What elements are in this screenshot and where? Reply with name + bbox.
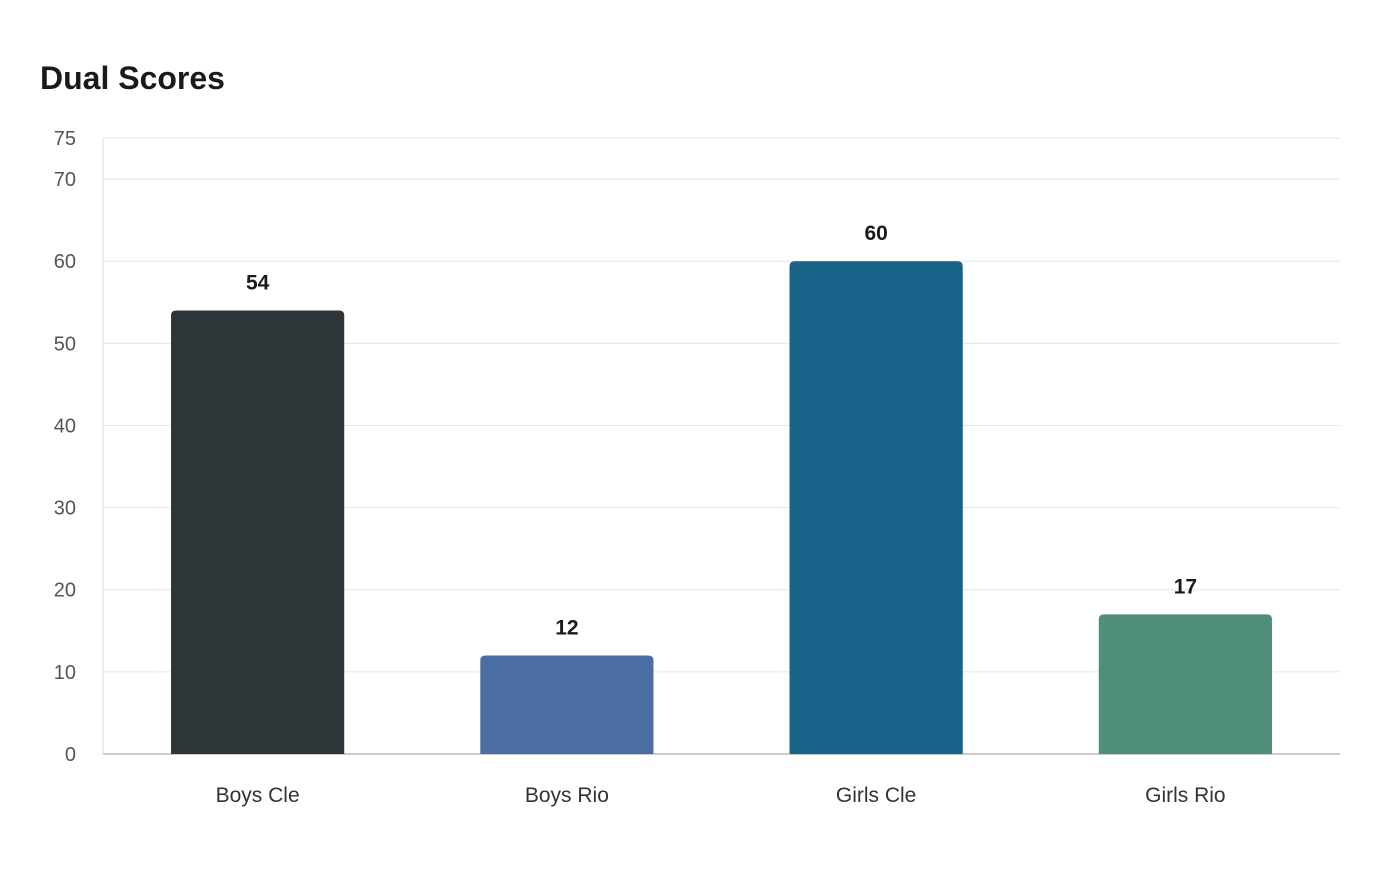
y-tick-label: 75 xyxy=(54,128,76,150)
bar-boys-cle xyxy=(171,310,345,754)
bar-girls-rio xyxy=(1098,614,1272,754)
bar-boys-rio xyxy=(480,655,654,754)
y-tick-label: 10 xyxy=(54,662,76,684)
y-tick-label: 40 xyxy=(54,415,76,437)
data-label: 12 xyxy=(555,616,578,639)
data-label: 60 xyxy=(864,222,887,245)
x-tick-label: Boys Cle xyxy=(216,784,300,807)
bar-girls-cle xyxy=(789,261,963,754)
chart-title: Dual Scores xyxy=(40,60,225,96)
x-tick-label: Girls Rio xyxy=(1145,784,1226,807)
x-tick-label: Girls Cle xyxy=(836,784,917,807)
y-tick-label: 70 xyxy=(54,169,76,191)
data-label: 54 xyxy=(246,271,270,294)
x-tick-label: Boys Rio xyxy=(525,784,609,807)
data-label: 17 xyxy=(1174,575,1197,598)
y-tick-label: 20 xyxy=(54,580,76,602)
y-tick-label: 50 xyxy=(54,333,76,355)
y-tick-label: 60 xyxy=(54,251,76,273)
labels: 54 Boys Cle 12 Boys Rio 60 Girls Cle 17 Girls R… xyxy=(216,222,1226,807)
y-tick-label: 30 xyxy=(54,498,76,520)
bars xyxy=(171,261,1272,754)
y-tick-label: 0 xyxy=(65,744,76,766)
